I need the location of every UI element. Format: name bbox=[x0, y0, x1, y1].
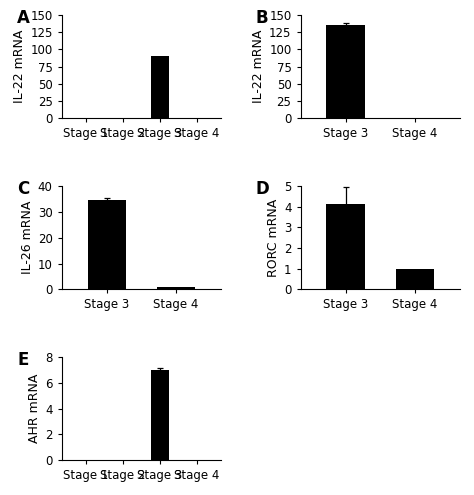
Bar bbox=[396, 269, 434, 290]
Bar bbox=[327, 25, 365, 118]
Y-axis label: IL-22 mRNA: IL-22 mRNA bbox=[252, 30, 265, 103]
Text: C: C bbox=[17, 180, 29, 198]
Bar bbox=[151, 55, 169, 118]
Y-axis label: RORC mRNA: RORC mRNA bbox=[267, 198, 280, 277]
Text: D: D bbox=[256, 180, 270, 198]
Bar bbox=[151, 370, 169, 460]
Text: E: E bbox=[17, 350, 28, 369]
Y-axis label: IL-22 mRNA: IL-22 mRNA bbox=[13, 30, 26, 103]
Bar bbox=[88, 200, 126, 290]
Bar bbox=[157, 287, 195, 290]
Y-axis label: AHR mRNA: AHR mRNA bbox=[28, 374, 41, 443]
Text: A: A bbox=[17, 8, 30, 27]
Bar bbox=[327, 204, 365, 290]
Text: B: B bbox=[256, 8, 269, 27]
Y-axis label: IL-26 mRNA: IL-26 mRNA bbox=[20, 201, 34, 274]
